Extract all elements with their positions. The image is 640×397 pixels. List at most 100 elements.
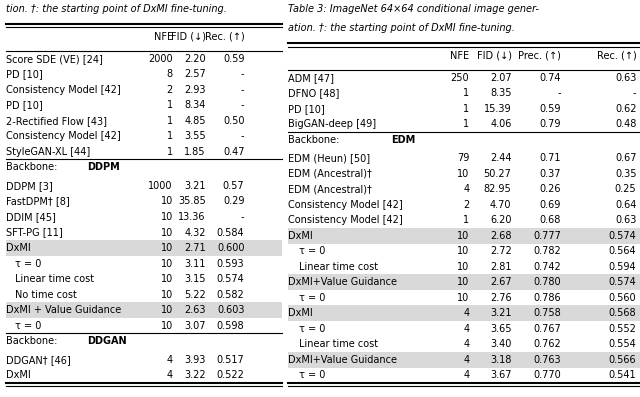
Text: ADM [47]: ADM [47] [288,73,334,83]
Text: PD [10]: PD [10] [6,69,43,79]
Text: 10: 10 [161,197,173,206]
Text: 2.20: 2.20 [184,54,206,64]
Bar [288,305,640,321]
Text: 0.574: 0.574 [609,231,636,241]
Bar [288,352,640,368]
Text: 0.57: 0.57 [223,181,244,191]
Text: 0.566: 0.566 [609,355,636,365]
Text: 0.71: 0.71 [540,153,561,163]
Text: 82.95: 82.95 [484,184,511,194]
Text: DxMI: DxMI [288,308,313,318]
Text: 0.47: 0.47 [223,147,244,157]
Text: 0.758: 0.758 [533,308,561,318]
Text: 0.74: 0.74 [540,73,561,83]
Text: 1: 1 [463,88,469,98]
Text: 4.06: 4.06 [490,119,511,129]
Text: 0.25: 0.25 [615,184,636,194]
Text: 5.22: 5.22 [184,290,206,300]
Text: 2.72: 2.72 [490,246,511,256]
Text: -: - [241,212,244,222]
Text: 0.63: 0.63 [615,73,636,83]
Bar [288,228,640,244]
Text: Score SDE (VE) [24]: Score SDE (VE) [24] [6,54,103,64]
Text: Consistency Model [42]: Consistency Model [42] [6,85,121,95]
Text: 2.57: 2.57 [184,69,206,79]
Text: 0.59: 0.59 [223,54,244,64]
Text: 4: 4 [167,370,173,380]
Text: 0.574: 0.574 [217,274,244,284]
Text: 0.600: 0.600 [217,243,244,253]
Text: 0.767: 0.767 [533,324,561,334]
Text: StyleGAN-XL [44]: StyleGAN-XL [44] [6,147,91,157]
Text: -: - [241,100,244,110]
Text: Linear time cost: Linear time cost [298,339,378,349]
Text: 2.93: 2.93 [184,85,206,95]
Text: Backbone:: Backbone: [6,336,61,346]
Text: 2.76: 2.76 [490,293,511,303]
Text: 4: 4 [463,370,469,380]
Text: 1: 1 [167,100,173,110]
Text: 4.85: 4.85 [184,116,206,126]
Text: 3.21: 3.21 [490,308,511,318]
Text: 0.593: 0.593 [217,258,244,269]
Text: 10: 10 [161,227,173,237]
Text: 1: 1 [463,104,469,114]
Text: -: - [241,131,244,141]
Text: SFT-PG [11]: SFT-PG [11] [6,227,63,237]
Text: 10: 10 [161,212,173,222]
Text: 0.560: 0.560 [609,293,636,303]
Text: 3.22: 3.22 [184,370,206,380]
Text: τ = 0: τ = 0 [298,324,325,334]
Text: 2: 2 [166,85,173,95]
Text: 0.79: 0.79 [540,119,561,129]
Text: DxMI: DxMI [6,370,31,380]
Text: 0.594: 0.594 [609,262,636,272]
Text: BigGAN-deep [49]: BigGAN-deep [49] [288,119,376,129]
Text: EDM: EDM [392,135,416,145]
Text: -: - [241,69,244,79]
Text: -: - [557,88,561,98]
Text: 10: 10 [161,290,173,300]
Text: 0.762: 0.762 [533,339,561,349]
Text: DxMI: DxMI [6,243,31,253]
Text: DDGAN† [46]: DDGAN† [46] [6,355,71,365]
Text: 3.11: 3.11 [184,258,206,269]
Text: DFNO [48]: DFNO [48] [288,88,339,98]
Text: 0.584: 0.584 [217,227,244,237]
Text: 10: 10 [161,274,173,284]
Text: DDIM [45]: DDIM [45] [6,212,56,222]
Text: 0.517: 0.517 [217,355,244,365]
Bar [288,274,640,290]
Text: 3.21: 3.21 [184,181,206,191]
Text: 3.67: 3.67 [490,370,511,380]
Text: Consistency Model [42]: Consistency Model [42] [288,200,403,210]
Text: 0.574: 0.574 [609,278,636,287]
Text: 0.742: 0.742 [533,262,561,272]
Text: 2.71: 2.71 [184,243,206,253]
Text: 0.64: 0.64 [615,200,636,210]
Text: 3.40: 3.40 [490,339,511,349]
Text: DxMI+Value Guidance: DxMI+Value Guidance [288,278,397,287]
Text: 13.36: 13.36 [179,212,206,222]
Text: 0.770: 0.770 [533,370,561,380]
Text: 4: 4 [463,184,469,194]
Text: 0.68: 0.68 [540,215,561,225]
Text: 0.780: 0.780 [533,278,561,287]
Text: 0.67: 0.67 [615,153,636,163]
Text: 0.782: 0.782 [533,246,561,256]
Text: 4: 4 [463,339,469,349]
Text: 10: 10 [457,278,469,287]
Bar [6,302,282,318]
Text: 0.522: 0.522 [216,370,244,380]
Text: Linear time cost: Linear time cost [298,262,378,272]
Text: DxMI + Value Guidance: DxMI + Value Guidance [6,305,122,315]
Text: Linear time cost: Linear time cost [15,274,94,284]
Text: 3.55: 3.55 [184,131,206,141]
Text: 1: 1 [463,215,469,225]
Text: 0.50: 0.50 [223,116,244,126]
Text: DDPM: DDPM [87,162,120,172]
Text: 0.582: 0.582 [217,290,244,300]
Text: 0.48: 0.48 [615,119,636,129]
Text: 2-Rectified Flow [43]: 2-Rectified Flow [43] [6,116,108,126]
Text: -: - [633,88,636,98]
